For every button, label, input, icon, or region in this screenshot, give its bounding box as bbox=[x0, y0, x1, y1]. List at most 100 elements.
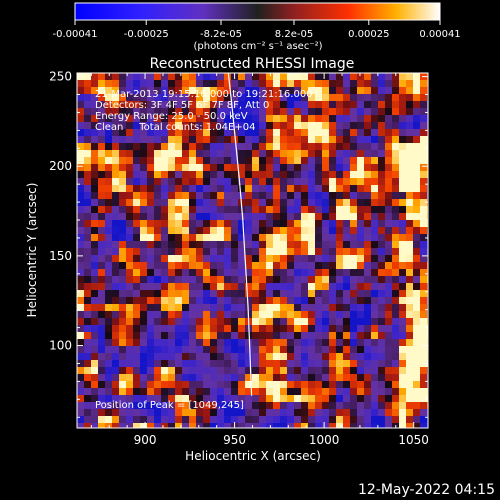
heatmap-cell bbox=[238, 227, 246, 235]
heatmap-cell bbox=[322, 94, 330, 102]
heatmap-cell bbox=[98, 311, 106, 319]
heatmap-cell bbox=[308, 332, 316, 340]
heatmap-cell bbox=[294, 353, 302, 361]
heatmap-cell bbox=[266, 241, 274, 249]
heatmap-cell bbox=[308, 339, 316, 347]
heatmap-cell bbox=[378, 87, 386, 95]
heatmap-cell bbox=[357, 374, 365, 382]
heatmap-cell bbox=[238, 73, 246, 81]
heatmap-cell bbox=[77, 80, 85, 88]
heatmap-cell bbox=[91, 297, 99, 305]
heatmap-cell bbox=[91, 374, 99, 382]
heatmap-cell bbox=[77, 311, 85, 319]
heatmap-cell bbox=[378, 171, 386, 179]
heatmap-cell bbox=[210, 220, 218, 228]
heatmap-cell bbox=[168, 262, 176, 270]
heatmap-cell bbox=[287, 94, 295, 102]
heatmap-cell bbox=[378, 297, 386, 305]
heatmap-cell bbox=[413, 164, 421, 172]
heatmap-cell bbox=[182, 143, 190, 151]
heatmap-cell bbox=[77, 234, 85, 242]
heatmap-cell bbox=[238, 367, 246, 375]
heatmap-cell bbox=[210, 381, 218, 389]
heatmap-cell bbox=[154, 248, 162, 256]
heatmap-cell bbox=[238, 136, 246, 144]
heatmap-cell bbox=[203, 276, 211, 284]
heatmap-cell bbox=[364, 87, 372, 95]
heatmap-cell bbox=[413, 192, 421, 200]
heatmap-cell bbox=[224, 402, 232, 410]
heatmap-cell bbox=[168, 248, 176, 256]
heatmap-cell bbox=[294, 241, 302, 249]
heatmap-cell bbox=[231, 178, 239, 186]
heatmap-cell bbox=[98, 248, 106, 256]
heatmap-cell bbox=[196, 122, 204, 130]
heatmap-cell bbox=[364, 339, 372, 347]
heatmap-cell bbox=[112, 388, 120, 396]
heatmap-cell bbox=[336, 311, 344, 319]
heatmap-cell bbox=[301, 157, 309, 165]
heatmap-cell bbox=[378, 80, 386, 88]
heatmap-cell bbox=[357, 381, 365, 389]
heatmap-cell bbox=[399, 129, 407, 137]
heatmap-cell bbox=[217, 129, 225, 137]
heatmap-cell bbox=[378, 409, 386, 417]
heatmap-cell bbox=[385, 395, 393, 403]
heatmap-cell bbox=[322, 374, 330, 382]
heatmap-cell bbox=[301, 346, 309, 354]
heatmap-cell bbox=[252, 353, 260, 361]
heatmap-cell bbox=[350, 220, 358, 228]
heatmap-cell bbox=[196, 108, 204, 116]
heatmap-cell bbox=[252, 346, 260, 354]
heatmap-cell bbox=[273, 318, 281, 326]
heatmap-cell bbox=[371, 227, 379, 235]
heatmap-cell bbox=[98, 192, 106, 200]
heatmap-cell bbox=[161, 304, 169, 312]
heatmap-cell bbox=[357, 346, 365, 354]
heatmap-cell bbox=[133, 262, 141, 270]
heatmap-cell bbox=[126, 311, 134, 319]
heatmap-cell bbox=[98, 101, 106, 109]
heatmap-cell bbox=[133, 178, 141, 186]
heatmap-cell bbox=[301, 73, 309, 81]
heatmap-cell bbox=[154, 423, 162, 428]
heatmap-cell bbox=[343, 164, 351, 172]
heatmap-cell bbox=[413, 423, 421, 428]
heatmap-cell bbox=[161, 101, 169, 109]
heatmap-cell bbox=[105, 164, 113, 172]
heatmap-cell bbox=[343, 185, 351, 193]
heatmap-cell bbox=[119, 192, 127, 200]
heatmap-cell bbox=[420, 241, 428, 249]
heatmap-cell bbox=[308, 255, 316, 263]
heatmap-cell bbox=[161, 80, 169, 88]
heatmap-cell bbox=[294, 255, 302, 263]
heatmap-cell bbox=[273, 374, 281, 382]
heatmap-cell bbox=[273, 367, 281, 375]
heatmap-cell bbox=[385, 73, 393, 81]
heatmap-cell bbox=[378, 192, 386, 200]
heatmap-cell bbox=[238, 94, 246, 102]
heatmap-cell bbox=[413, 94, 421, 102]
heatmap-cell bbox=[105, 388, 113, 396]
heatmap-cell bbox=[357, 185, 365, 193]
heatmap-cell bbox=[238, 290, 246, 298]
heatmap-cell bbox=[119, 353, 127, 361]
heatmap-cell bbox=[308, 199, 316, 207]
heatmap-cell bbox=[154, 360, 162, 368]
heatmap-cell bbox=[189, 164, 197, 172]
heatmap-cell bbox=[168, 199, 176, 207]
heatmap-cell bbox=[161, 150, 169, 158]
heatmap-cell bbox=[224, 297, 232, 305]
heatmap-cell bbox=[350, 388, 358, 396]
heatmap-cell bbox=[301, 143, 309, 151]
heatmap-cell bbox=[77, 276, 85, 284]
heatmap-cell bbox=[385, 360, 393, 368]
heatmap-cell bbox=[119, 367, 127, 375]
heatmap-cell bbox=[343, 318, 351, 326]
heatmap-cell bbox=[308, 185, 316, 193]
heatmap-cell bbox=[238, 185, 246, 193]
heatmap-cell bbox=[217, 101, 225, 109]
heatmap-cell bbox=[224, 171, 232, 179]
heatmap-cell bbox=[133, 227, 141, 235]
heatmap-cell bbox=[329, 87, 337, 95]
